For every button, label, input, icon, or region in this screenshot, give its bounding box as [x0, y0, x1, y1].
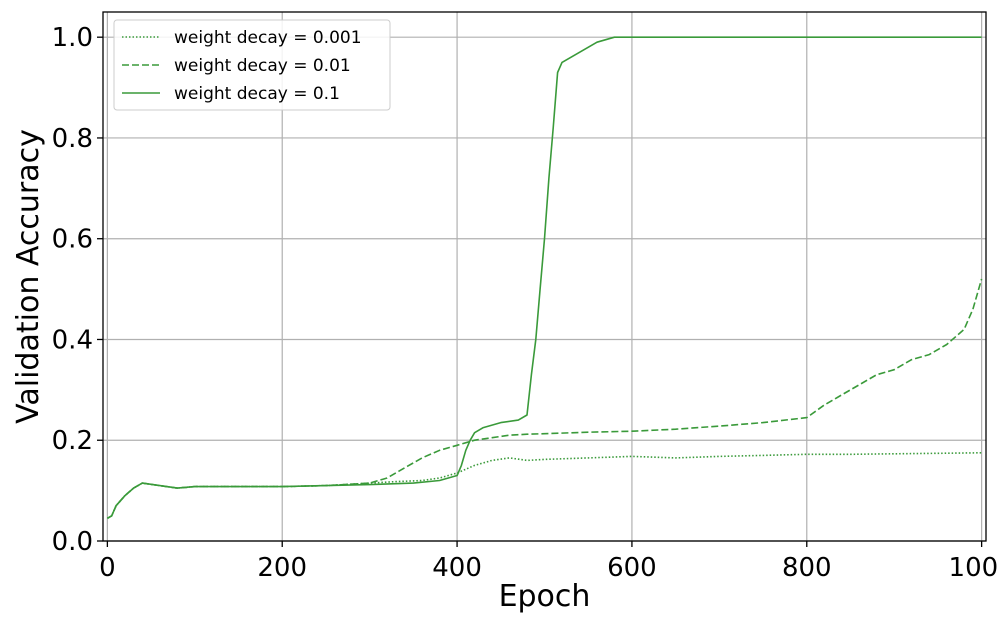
y-tick-label: 0.6	[52, 225, 93, 255]
legend-entry-2: weight decay = 0.1	[122, 84, 340, 104]
legend-box	[113, 19, 391, 111]
series-lines	[106, 36, 983, 519]
legend-entry-0: weight decay = 0.001	[122, 28, 362, 48]
x-tick-label: 200	[257, 553, 307, 583]
y-tick-label: 0.2	[52, 426, 93, 456]
legend-entry-1: weight decay = 0.01	[122, 56, 351, 76]
plot-frame	[102, 11, 987, 542]
y-tick-label: 0.0	[52, 527, 93, 557]
y-tick-label: 0.4	[52, 325, 93, 355]
x-tick-label: 800	[782, 553, 832, 583]
x-tick-label: 0	[99, 553, 116, 583]
y-tick-label: 1.0	[52, 23, 93, 53]
x-tick-label: 600	[607, 553, 657, 583]
legend-label: weight decay = 0.1	[174, 84, 340, 104]
x-axis-label: Epoch	[499, 579, 591, 614]
y-axis-label: Validation Accuracy	[11, 129, 46, 424]
legend: weight decay = 0.001 weight decay = 0.01…	[113, 19, 391, 111]
legend-label: weight decay = 0.001	[174, 28, 362, 48]
y-tick-label: 0.8	[52, 124, 93, 154]
series-line-2	[106, 36, 982, 519]
legend-label: weight decay = 0.01	[174, 56, 351, 76]
series-line-0	[106, 452, 982, 519]
x-tick-label: 400	[432, 553, 482, 583]
series-line-1	[106, 278, 983, 519]
